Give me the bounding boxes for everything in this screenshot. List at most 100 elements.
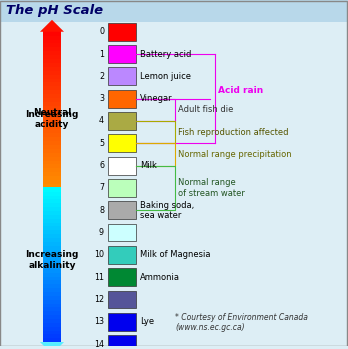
Text: Normal range precipitation: Normal range precipitation: [178, 150, 292, 159]
Bar: [108, 112, 136, 130]
Bar: [43, 70, 61, 75]
Text: 5: 5: [99, 139, 104, 148]
Bar: [43, 245, 61, 250]
Bar: [43, 117, 61, 121]
Bar: [43, 253, 61, 257]
Bar: [43, 86, 61, 90]
Bar: [43, 105, 61, 110]
Text: * Courtesy of Environment Canada
(www.ns.ec.gc.ca): * Courtesy of Environment Canada (www.ns…: [175, 313, 308, 332]
Text: Neutral: Neutral: [33, 108, 71, 117]
Bar: [43, 233, 61, 238]
Bar: [43, 82, 61, 87]
Bar: [43, 137, 61, 141]
Bar: [43, 203, 61, 207]
Bar: [43, 334, 61, 338]
Text: Fish reproduction affected: Fish reproduction affected: [178, 128, 288, 136]
Bar: [108, 268, 136, 286]
Bar: [43, 303, 61, 307]
Text: 4: 4: [99, 117, 104, 125]
Bar: [43, 261, 61, 265]
Text: 13: 13: [94, 317, 104, 326]
Bar: [43, 226, 61, 230]
Text: 10: 10: [94, 250, 104, 259]
Bar: [43, 295, 61, 300]
Bar: [43, 195, 61, 200]
Bar: [43, 43, 61, 47]
Text: Increasing
alkalinity: Increasing alkalinity: [25, 250, 79, 270]
Text: Milk: Milk: [140, 161, 157, 170]
Text: Lemon juice: Lemon juice: [140, 72, 191, 81]
Text: 6: 6: [99, 161, 104, 170]
Bar: [43, 94, 61, 98]
Bar: [43, 191, 61, 195]
Bar: [43, 152, 61, 157]
Text: 8: 8: [99, 206, 104, 215]
Bar: [43, 35, 61, 39]
Bar: [108, 67, 136, 85]
Text: 2: 2: [99, 72, 104, 81]
Bar: [43, 144, 61, 149]
Bar: [43, 74, 61, 79]
Polygon shape: [40, 20, 64, 32]
Bar: [43, 222, 61, 227]
Bar: [108, 335, 136, 349]
Bar: [43, 184, 61, 188]
Bar: [43, 288, 61, 292]
Bar: [0, 0, 348, 22]
Text: 0: 0: [99, 27, 104, 36]
Bar: [43, 299, 61, 304]
Bar: [108, 45, 136, 63]
Bar: [108, 224, 136, 242]
Bar: [43, 78, 61, 82]
Bar: [43, 125, 61, 129]
Bar: [108, 201, 136, 219]
Bar: [108, 134, 136, 152]
Bar: [108, 179, 136, 197]
Bar: [43, 249, 61, 253]
Text: Lye: Lye: [140, 317, 154, 326]
Bar: [43, 311, 61, 315]
Bar: [43, 121, 61, 125]
Bar: [43, 90, 61, 94]
Text: 14: 14: [94, 340, 104, 349]
Bar: [43, 187, 61, 192]
Bar: [43, 338, 61, 342]
Bar: [43, 280, 61, 284]
Bar: [43, 214, 61, 219]
Bar: [43, 59, 61, 63]
Text: 7: 7: [99, 183, 104, 192]
Text: Acid rain: Acid rain: [218, 86, 263, 95]
Text: Baking soda,
sea water: Baking soda, sea water: [140, 201, 194, 220]
Bar: [43, 31, 61, 36]
Text: 1: 1: [99, 50, 104, 59]
Bar: [43, 326, 61, 331]
Text: 11: 11: [94, 273, 104, 282]
Bar: [108, 246, 136, 264]
Bar: [43, 129, 61, 133]
Bar: [43, 148, 61, 153]
Bar: [43, 318, 61, 323]
Text: 9: 9: [99, 228, 104, 237]
Bar: [108, 313, 136, 331]
Bar: [108, 23, 136, 40]
Bar: [43, 265, 61, 269]
Bar: [43, 39, 61, 43]
Bar: [43, 291, 61, 296]
Bar: [43, 113, 61, 118]
Bar: [43, 238, 61, 242]
Polygon shape: [40, 342, 64, 349]
Bar: [43, 62, 61, 67]
Text: Adult fish die: Adult fish die: [178, 105, 234, 114]
Bar: [43, 47, 61, 51]
Bar: [43, 218, 61, 223]
Bar: [108, 290, 136, 309]
Bar: [108, 157, 136, 174]
Bar: [43, 133, 61, 137]
Bar: [43, 180, 61, 184]
Bar: [43, 51, 61, 55]
Text: Battery acid: Battery acid: [140, 50, 191, 59]
Bar: [43, 307, 61, 311]
Text: The pH Scale: The pH Scale: [6, 5, 103, 17]
Bar: [43, 322, 61, 327]
Bar: [43, 55, 61, 59]
